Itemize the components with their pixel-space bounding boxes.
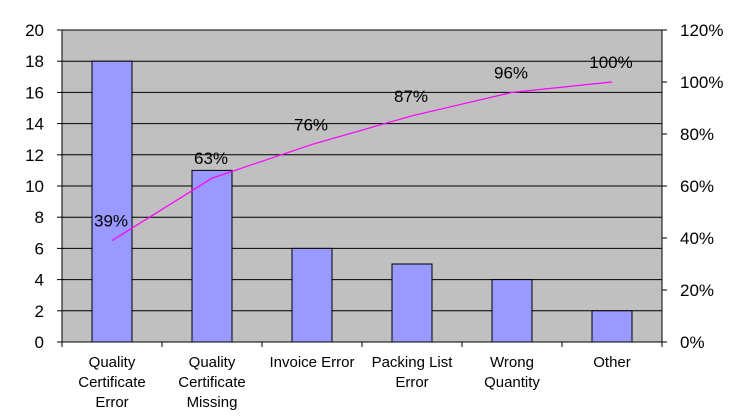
right-tick-label: 0% — [680, 333, 705, 352]
left-tick-label: 18 — [25, 52, 44, 71]
bar — [191, 169, 233, 343]
data-label: 39% — [94, 212, 128, 231]
right-tick-label: 80% — [680, 125, 714, 144]
left-tick-label: 0 — [35, 333, 44, 352]
data-label: 76% — [294, 115, 328, 134]
data-label: 63% — [194, 149, 228, 168]
category-label: Other — [593, 354, 631, 371]
left-tick-label: 6 — [35, 239, 44, 258]
left-tick-label: 20 — [25, 21, 44, 40]
left-tick-label: 12 — [25, 146, 44, 165]
category-label: Packing List Error — [372, 354, 454, 391]
data-label: 87% — [394, 87, 428, 106]
right-tick-label: 100% — [680, 73, 723, 92]
left-tick-label: 2 — [35, 302, 44, 321]
right-axis-ticks: 0% 20% 40% 60% 80% 100% 120% — [662, 21, 723, 352]
gridlines — [62, 29, 662, 312]
cumulative-line — [111, 81, 613, 242]
left-tick-label: 10 — [25, 177, 44, 196]
bar — [391, 263, 433, 343]
right-tick-label: 60% — [680, 177, 714, 196]
bars — [91, 60, 633, 343]
right-tick-label: 120% — [680, 21, 723, 40]
cumulative-labels: 39% 63% 76% 87% 96% 100% — [94, 53, 633, 231]
bar — [491, 279, 533, 343]
category-label: Quality Certificate Error — [78, 354, 146, 411]
cumulative-polyline — [111, 81, 613, 242]
left-tick-label: 8 — [35, 208, 44, 227]
category-label: Invoice Error — [269, 354, 354, 371]
bar — [91, 60, 133, 343]
category-labels: Quality Certificate Error Quality Certificat… — [78, 354, 631, 411]
bar — [291, 247, 333, 343]
left-tick-label: 14 — [25, 115, 44, 134]
data-label: 100% — [589, 53, 632, 72]
bar — [591, 310, 633, 343]
category-label: Quality Certificate Missing — [178, 354, 246, 411]
data-label: 96% — [494, 63, 528, 82]
left-axis-ticks: 0 2 4 6 8 10 12 14 16 18 20 — [25, 21, 62, 352]
right-tick-label: 40% — [680, 229, 714, 248]
left-tick-label: 4 — [35, 271, 44, 290]
category-label: Wrong Quantity — [484, 354, 540, 391]
left-tick-label: 16 — [25, 83, 44, 102]
right-tick-label: 20% — [680, 281, 714, 300]
